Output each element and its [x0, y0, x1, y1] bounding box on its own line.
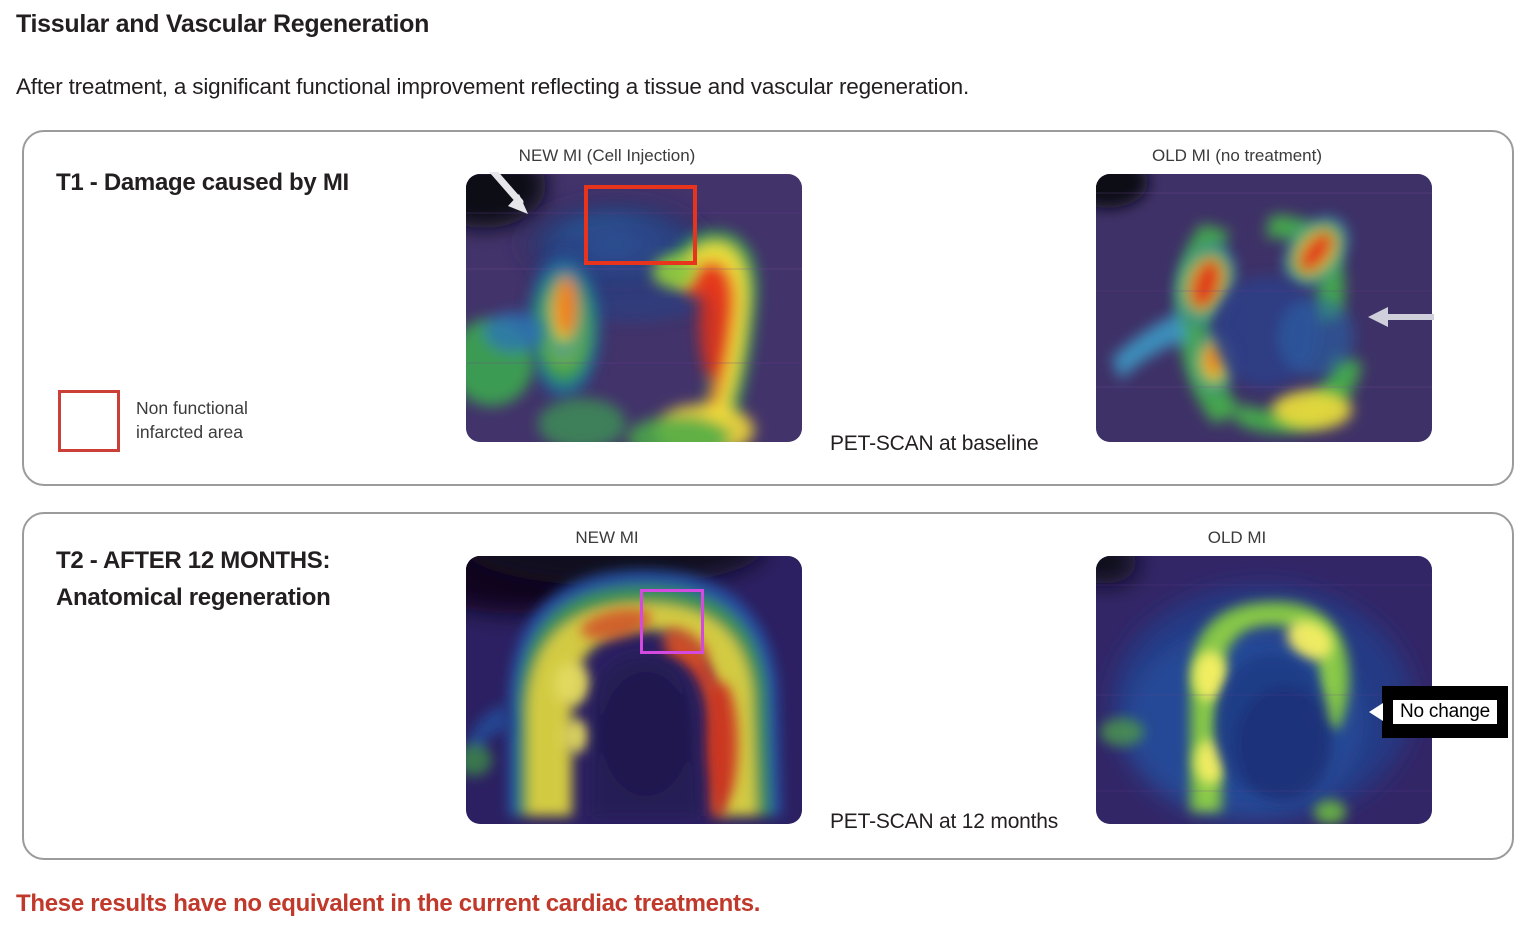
panel-t2: T2 - AFTER 12 MONTHS: Anatomical regener…	[22, 512, 1514, 860]
panel-t1-heading: T1 - Damage caused by MI	[56, 169, 349, 196]
panel-t2-heading: T2 - AFTER 12 MONTHS: Anatomical regener…	[56, 547, 331, 612]
panel-t1: T1 - Damage caused by MI Non functional …	[22, 130, 1514, 486]
callout-no-change-label: No change	[1392, 700, 1498, 724]
pet-scan-t1-old-mi-image	[1096, 174, 1432, 442]
legend-label: Non functional infarcted area	[136, 398, 248, 442]
scan-label-t1-new-mi: NEW MI (Cell Injection)	[518, 146, 696, 165]
pet-scan-t1-old-mi	[1094, 172, 1434, 444]
page-title: Tissular and Vascular Regeneration	[16, 10, 430, 38]
white-arrow-left-icon	[1368, 307, 1434, 327]
callout-no-change: No change	[1369, 686, 1508, 738]
caption-t1: PET-SCAN at baseline	[830, 432, 1039, 455]
legend-swatch-icon	[58, 390, 120, 452]
page-subtitle: After treatment, a significant functiona…	[16, 74, 970, 99]
white-arrow-down-right-icon	[489, 172, 528, 214]
legend-non-functional-area: Non functional infarcted area	[58, 390, 248, 452]
scan-label-t2-new-mi: NEW MI	[575, 528, 639, 547]
pet-scan-t2-new-mi-image	[466, 556, 802, 824]
pet-scan-t1-new-mi	[464, 172, 804, 444]
caption-t2: PET-SCAN at 12 months	[830, 810, 1059, 833]
pet-scan-t2-old-mi	[1094, 554, 1434, 826]
pet-scan-t2-old-mi-image	[1096, 556, 1432, 824]
scan-label-t1-old-mi: OLD MI (no treatment)	[1151, 146, 1323, 165]
pet-scan-t2-new-mi	[464, 554, 804, 826]
scan-label-t2-old-mi: OLD MI	[1207, 528, 1267, 547]
footer-note: These results have no equivalent in the …	[16, 890, 761, 917]
callout-tail-icon	[1369, 703, 1383, 721]
